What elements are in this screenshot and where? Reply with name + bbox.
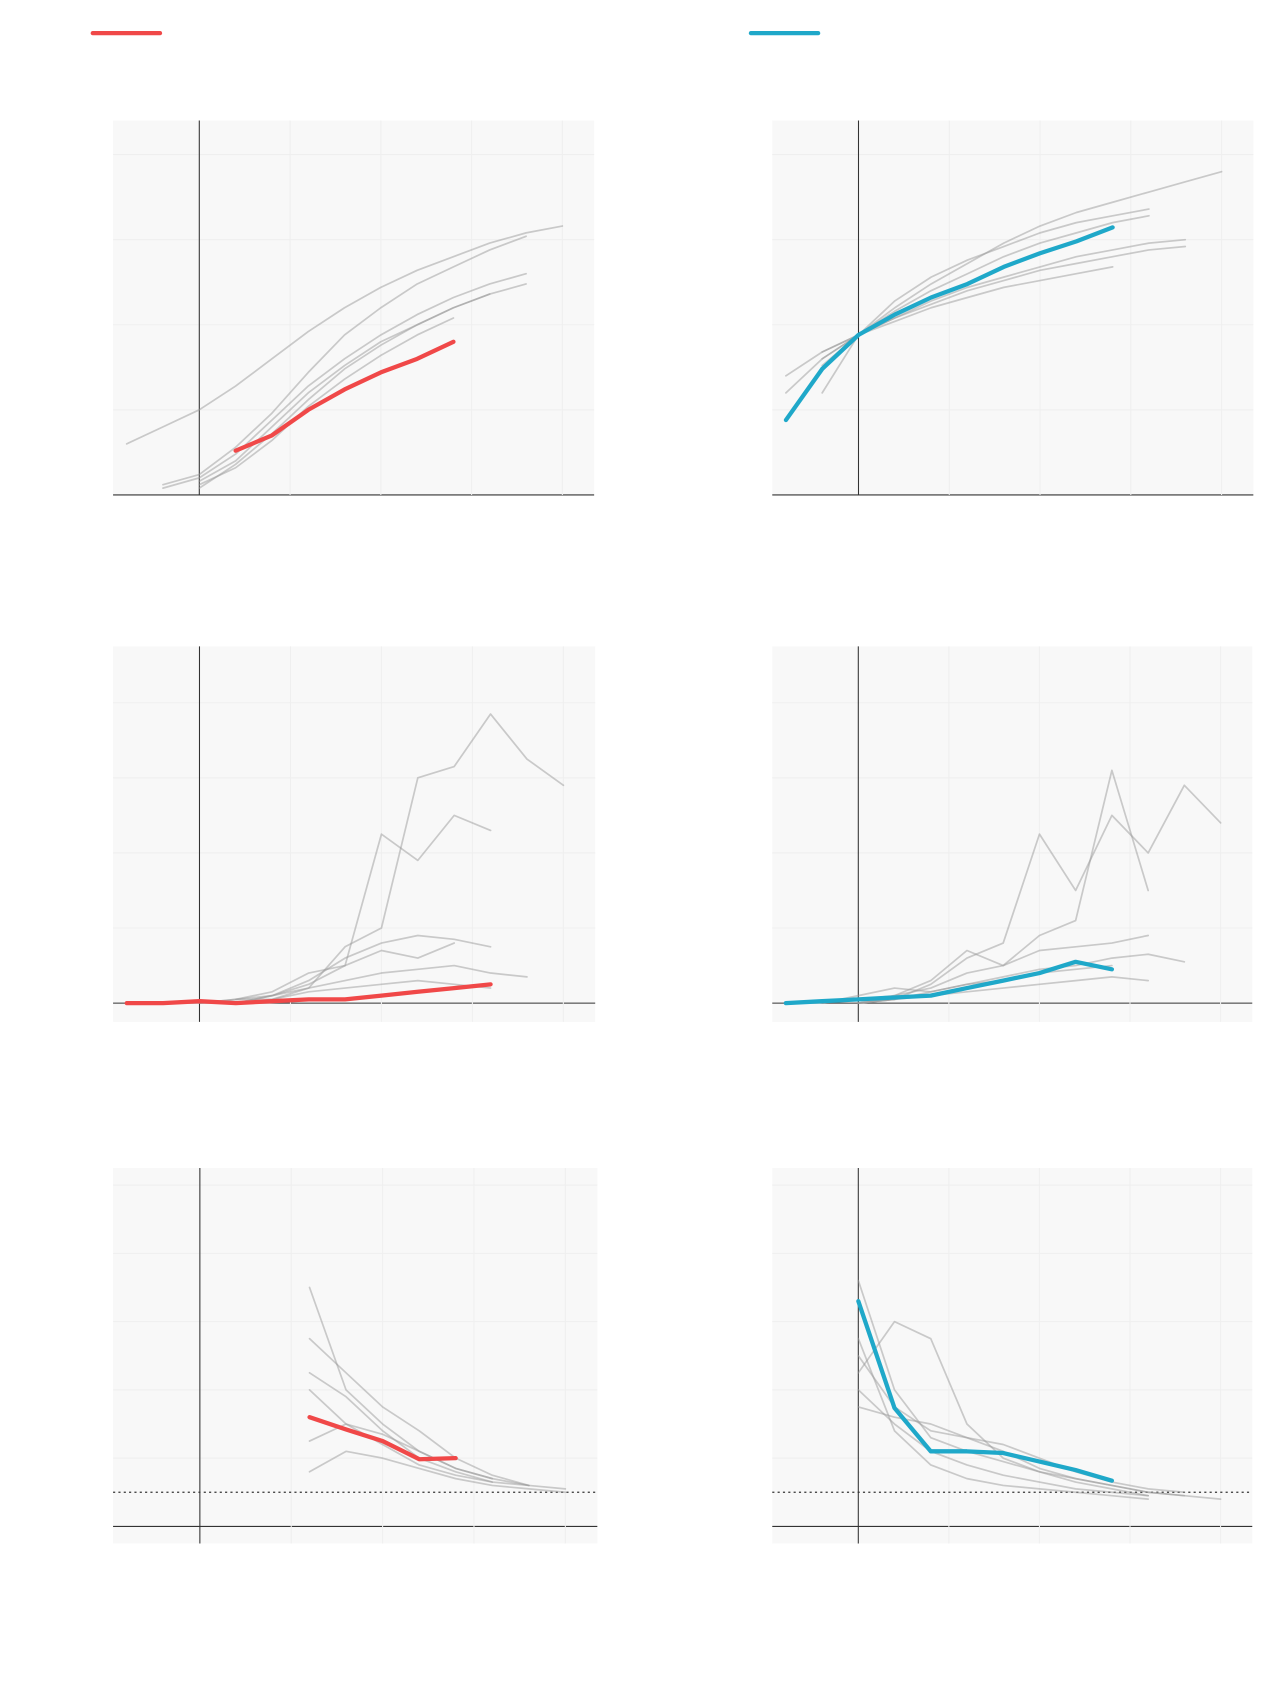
comparison-line (857, 1320, 1150, 1497)
highlight-line (783, 225, 1115, 423)
comparison-line (857, 1337, 1150, 1500)
highlight-line (856, 1299, 1115, 1483)
plot-background (772, 120, 1254, 495)
plot-background (113, 646, 596, 1022)
highlight-line (233, 339, 456, 453)
comparison-line (857, 934, 1150, 1001)
highlight-line (124, 982, 493, 1006)
comparison-line (857, 1406, 1222, 1500)
comparison-line (857, 1389, 1150, 1497)
plot-background (113, 120, 595, 495)
comparison-line (821, 964, 1113, 1004)
plot-background (113, 1168, 598, 1544)
comparison-line (198, 317, 455, 486)
comparison-line (785, 266, 1114, 377)
comparison-line (308, 1450, 567, 1494)
comparison-line (308, 1371, 494, 1483)
comparison-line (308, 1337, 567, 1490)
comparison-line (162, 235, 527, 486)
comparison-line (234, 942, 456, 1001)
comparison-line (198, 979, 492, 1004)
comparison-line (857, 1354, 1186, 1494)
comparison-line (198, 964, 528, 1004)
comparison-line (125, 225, 564, 445)
comparison-line (234, 934, 492, 1004)
plot-background (772, 1168, 1253, 1544)
highlight-line (307, 1415, 458, 1462)
comparison-line (162, 272, 527, 489)
highlight-line (783, 959, 1115, 1006)
comparison-line (821, 208, 1150, 394)
comparison-line (234, 713, 565, 1004)
comparison-line (198, 283, 527, 489)
comparison-line (857, 784, 1222, 1004)
